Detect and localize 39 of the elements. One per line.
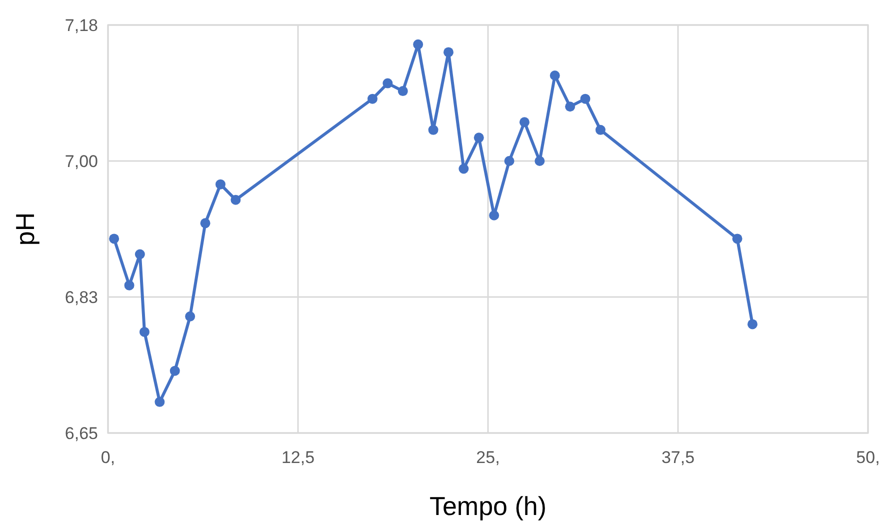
x-tick-label: 0, [100,448,116,467]
point [504,156,514,166]
point [367,94,378,104]
point [398,86,408,96]
point [170,366,180,376]
y-tick-label: 7,18 [64,16,98,35]
point [580,94,590,104]
x-tick-label: 37,5 [661,448,695,467]
x-tick-label: 50, [856,448,880,467]
point [732,234,742,244]
point [489,210,500,220]
point [124,280,134,290]
point [185,311,196,322]
y-tick-label: 7,00 [64,152,98,171]
point [413,39,424,50]
x-tick-label: 12,5 [281,448,315,467]
y-tick-label: 6,83 [64,288,98,307]
y-axis-title: pH [10,212,40,246]
point [139,326,150,337]
point [534,156,545,166]
point [443,47,454,58]
point [230,194,241,205]
point [154,396,165,407]
point [565,102,576,112]
x-axis-title: Tempo (h) [429,491,547,521]
point [134,249,145,260]
point [428,124,438,135]
point [595,124,606,135]
point [458,164,469,174]
point [215,179,226,190]
point [109,234,120,244]
point [747,319,758,330]
point [519,117,530,128]
y-tick-label: 6,65 [64,424,98,443]
x-tick-label: 25, [476,448,500,467]
point [200,218,210,228]
point [550,70,560,81]
point [382,78,393,88]
point [474,132,484,143]
